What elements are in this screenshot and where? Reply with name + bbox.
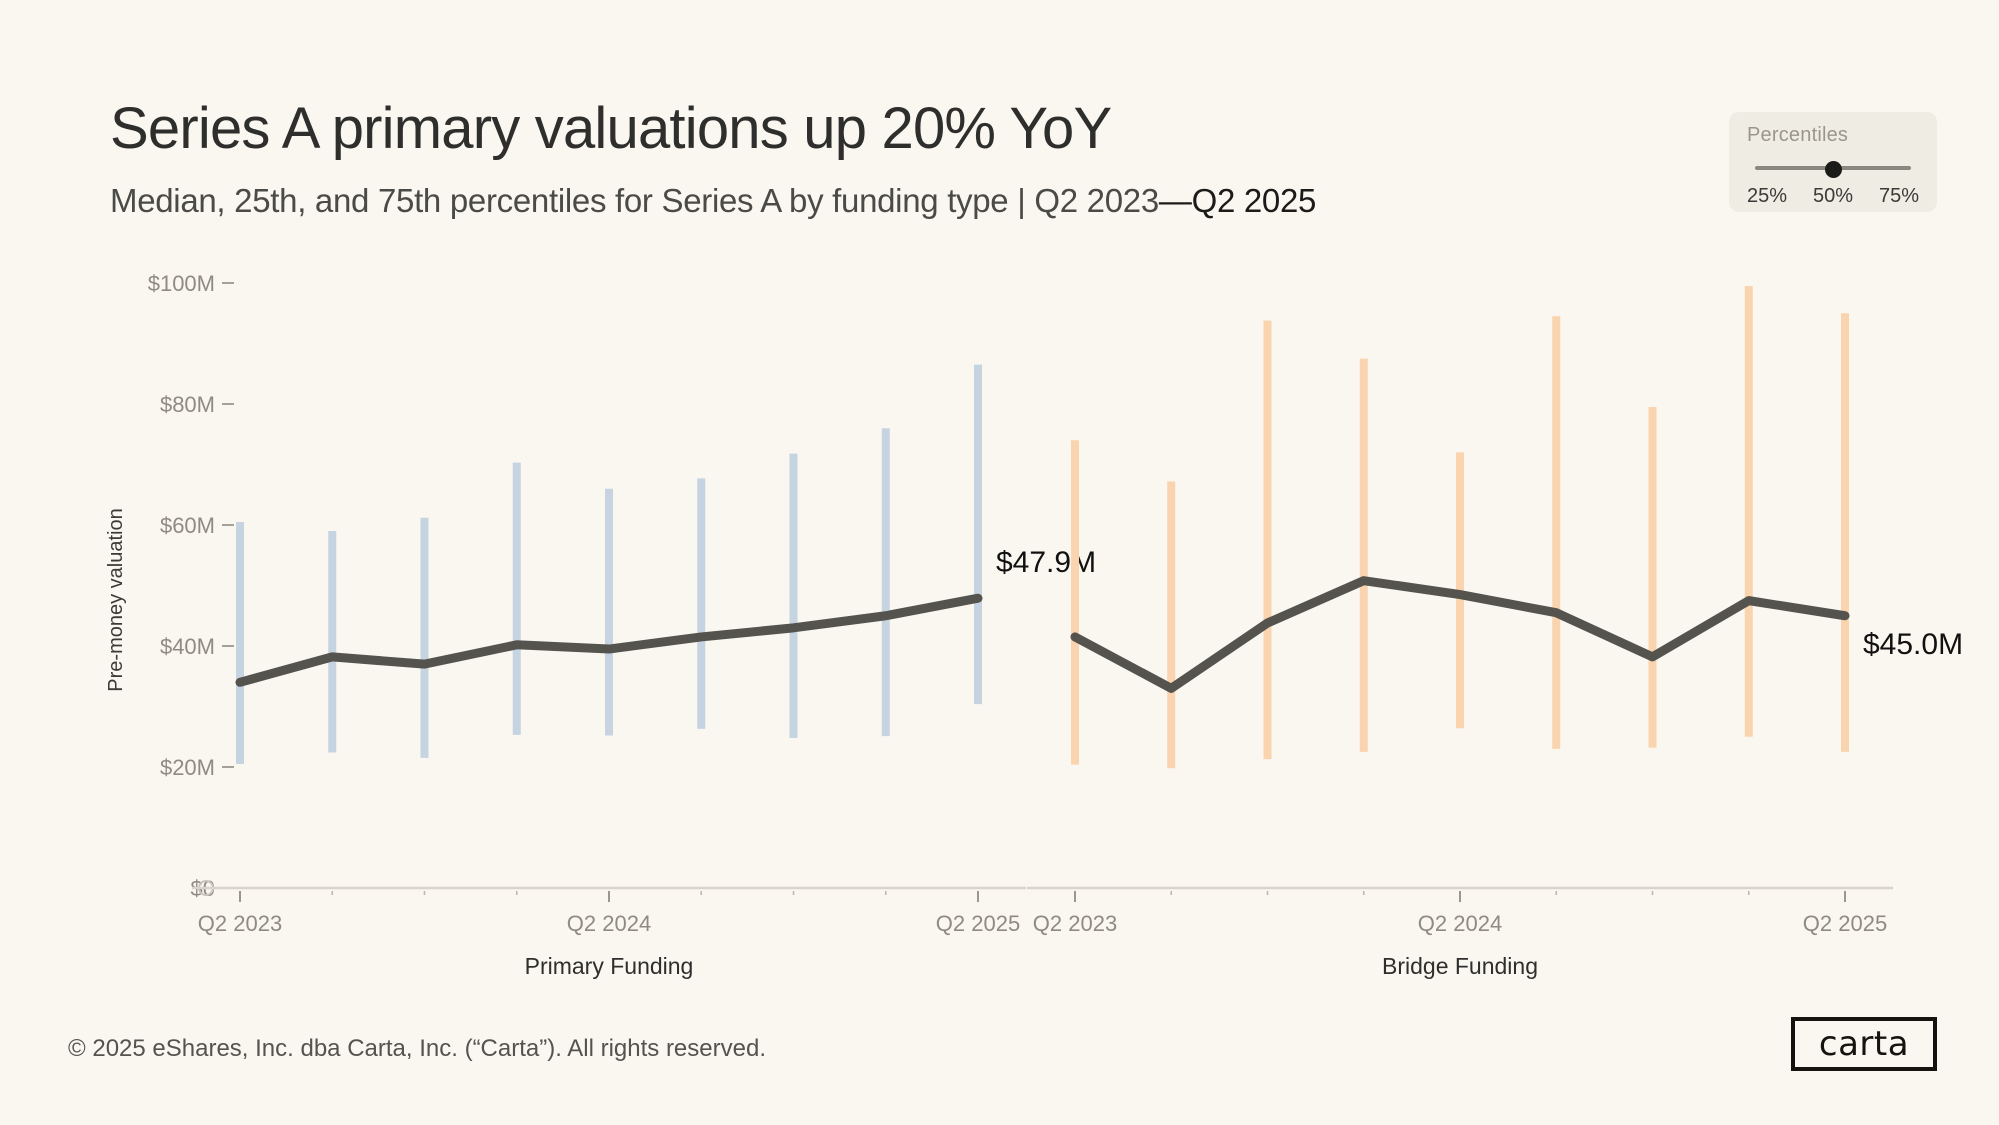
percentiles-legend-title: Percentiles [1747,124,1849,146]
x-axis-tick-label: Q2 2025 [1803,911,1887,936]
median-end-value-label: $47.9M [996,546,1096,579]
x-axis-tick-label: Q2 2025 [936,911,1020,936]
percentile-slider[interactable] [1755,161,1911,178]
y-axis-tick-label: $40M [160,634,215,659]
subtitle-tail: Q2 2025 [1191,182,1317,219]
panel-x-axis-title: Bridge Funding [1382,953,1538,979]
copyright-text: © 2025 eShares, Inc. dba Carta, Inc. (“C… [68,1035,766,1062]
subtitle-lead: Median, 25th, and 75th percentiles for S… [110,182,1159,219]
page-title: Series A primary valuations up 20% YoY [110,96,1112,161]
percentile-tick-75: 75% [1878,185,1919,207]
x-axis-tick-label: Q2 2024 [567,911,651,936]
slider-knob[interactable] [1825,161,1842,178]
x-axis-tick-label: Q2 2024 [1418,911,1502,936]
carta-logo: carta [1791,1017,1937,1071]
median-line[interactable] [1070,576,1850,693]
panel-x-axis-title: Primary Funding [525,953,694,979]
y-axis-tick-label: $80M [160,392,215,417]
percentile-tick-50: 50% [1812,185,1854,207]
x-axis-tick-label: Q2 2023 [198,911,282,936]
y-axis-tick-label: $60M [160,513,215,538]
percentile-tick-row: 25% 50% 75% [1747,185,1919,208]
carta-logo-text: carta [1818,1024,1910,1064]
median-end-value-label: $45.0M [1863,628,1963,661]
y-axis-title: Pre-money valuation [105,508,127,691]
x-axis-tick-label: Q2 2023 [1033,911,1117,936]
page-subtitle: Median, 25th, and 75th percentiles for S… [110,182,1316,220]
percentile-tick-25: 25% [1747,185,1788,207]
median-line[interactable] [235,593,983,687]
y-axis-tick-label: $100M [148,271,215,296]
subtitle-dash: — [1158,182,1192,219]
percentiles-legend[interactable]: Percentiles 25% 50% 75% [1729,112,1937,212]
y-axis-tick-label: $20M [160,755,215,780]
